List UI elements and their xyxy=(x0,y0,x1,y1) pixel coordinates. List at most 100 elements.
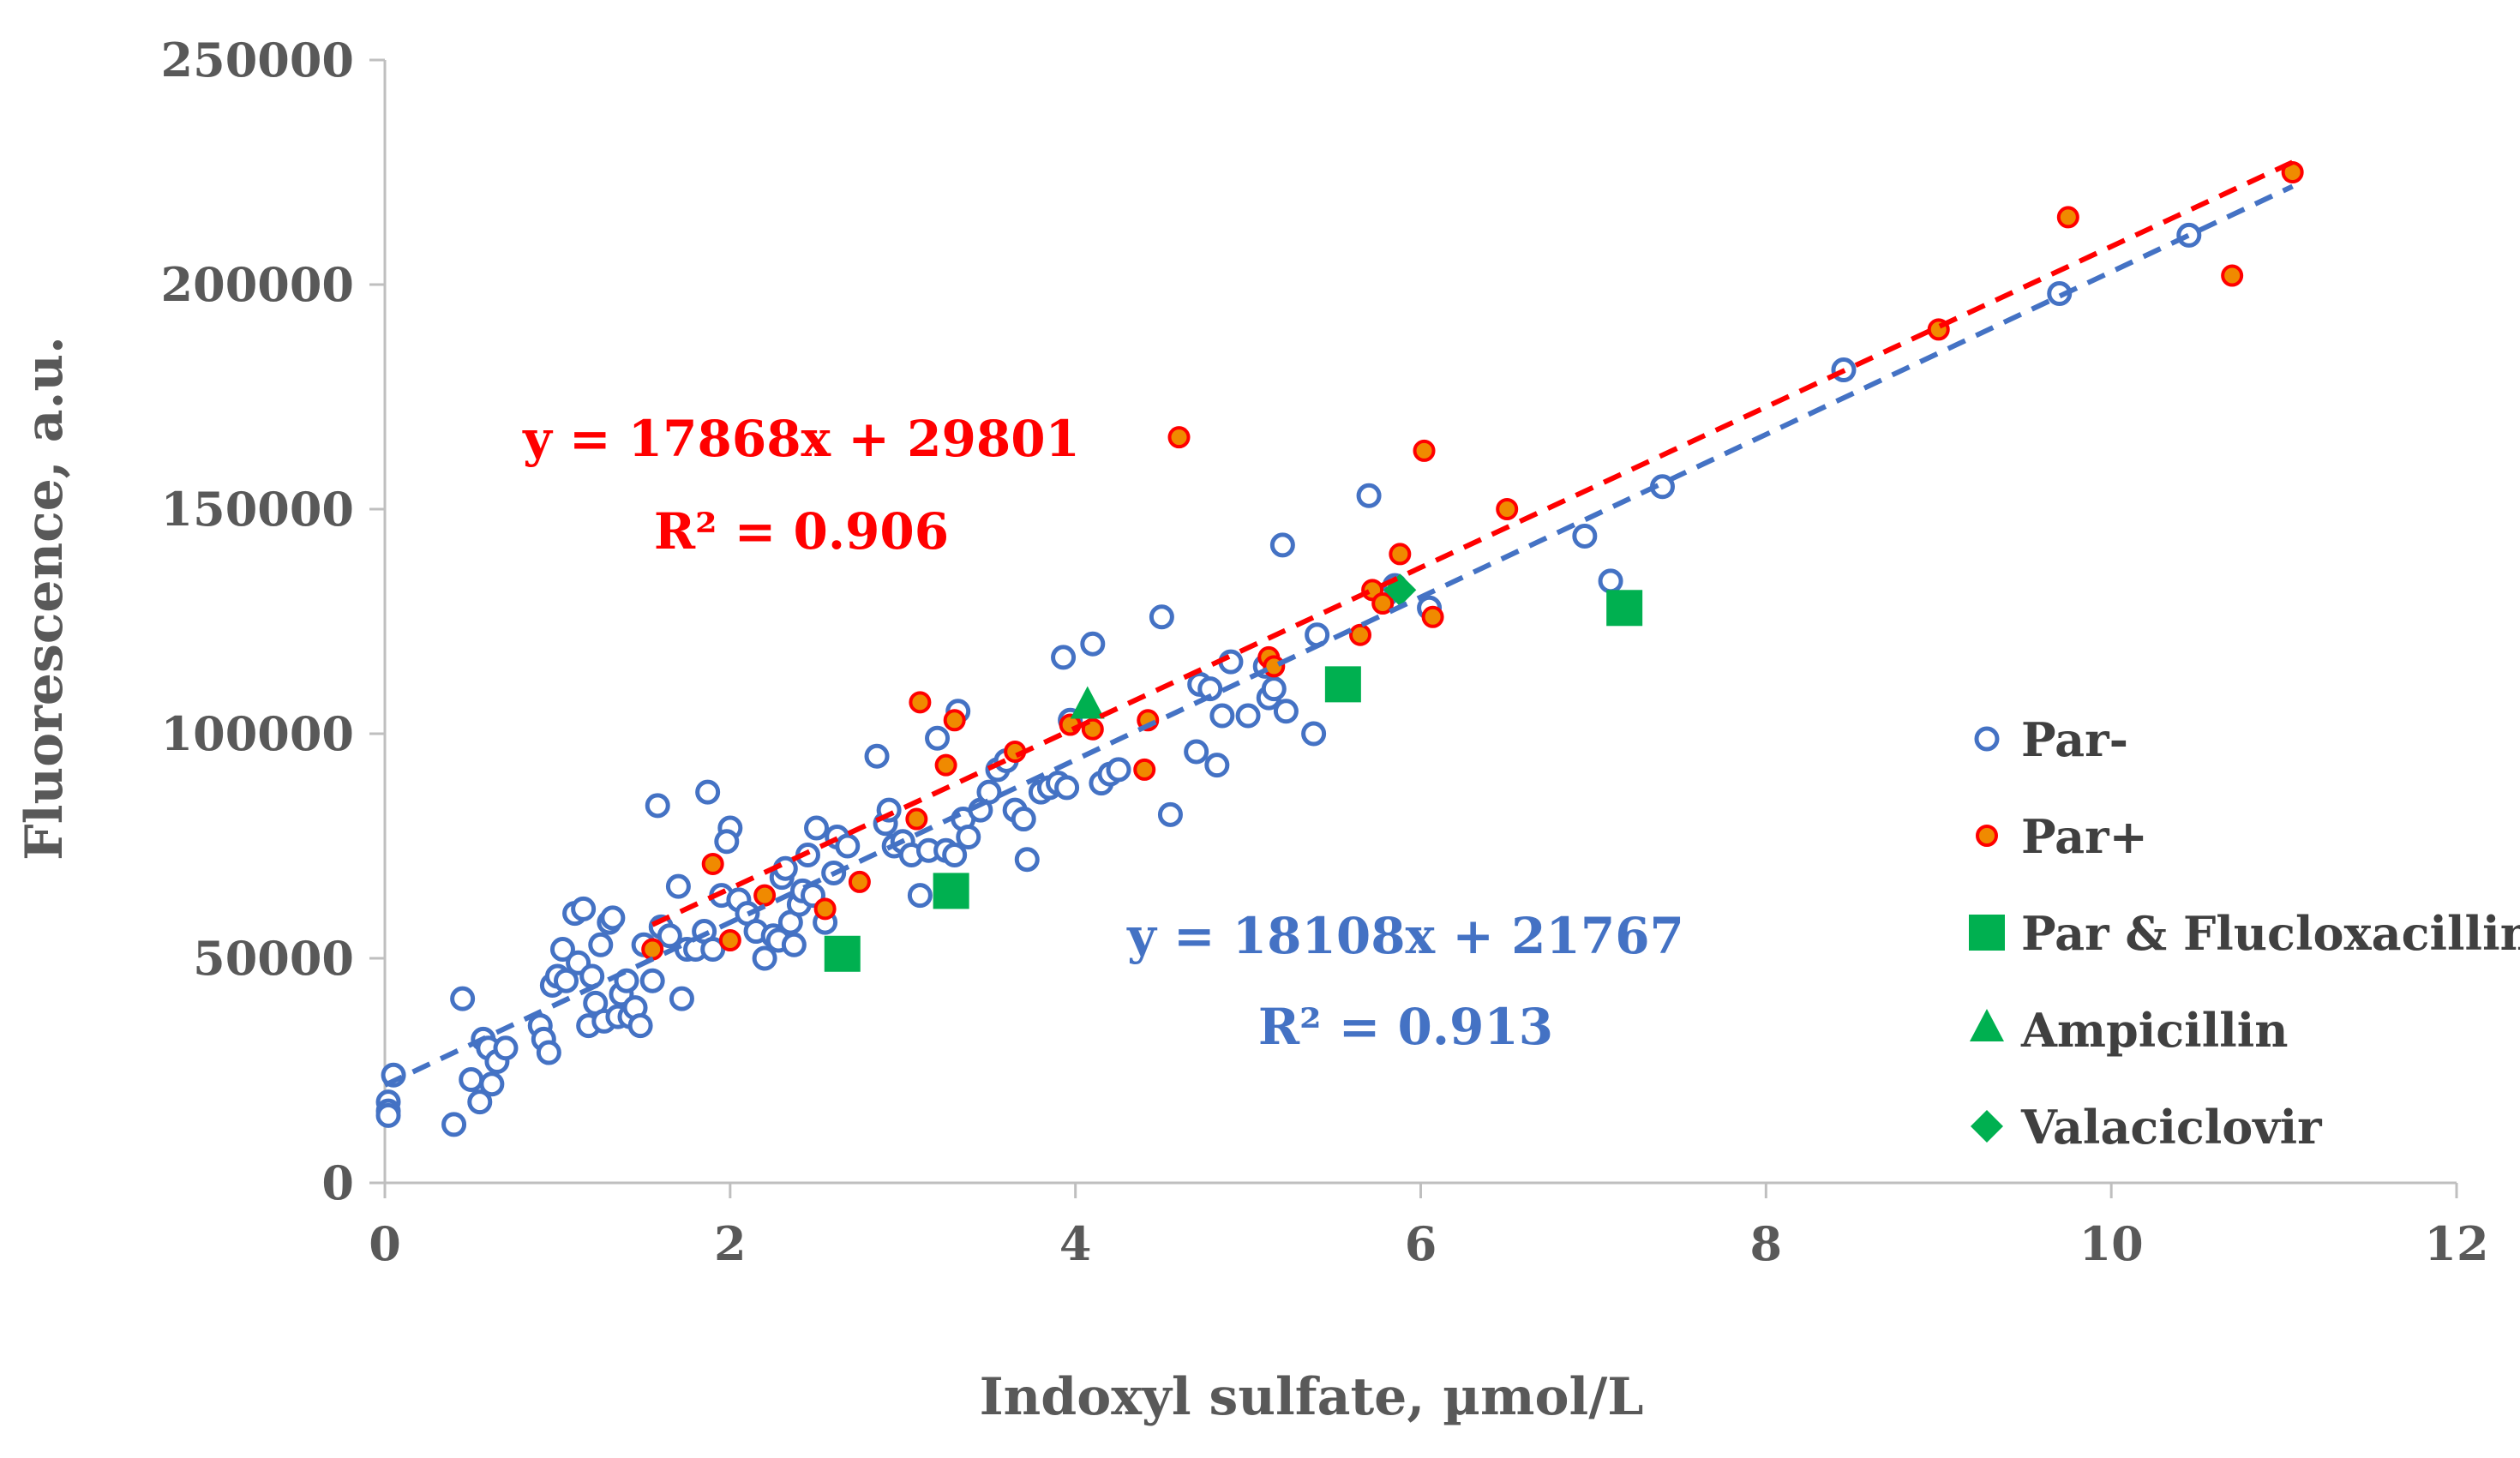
data-point xyxy=(641,938,664,961)
data-point xyxy=(2056,206,2079,229)
legend-marker xyxy=(1971,1110,2003,1143)
legend-label: Valaciclovir xyxy=(2020,1100,2322,1155)
legend-item-par-flucloxacillin: Par & Flucloxacillin xyxy=(1969,906,2520,961)
data-point xyxy=(1305,622,1330,648)
data-point xyxy=(1209,703,1235,729)
data-point xyxy=(701,852,724,875)
legend-label: Par+ xyxy=(2021,809,2148,864)
legend-marker xyxy=(1974,726,2000,752)
data-point xyxy=(907,883,933,909)
x-tick-label: 2 xyxy=(714,1216,747,1271)
data-point xyxy=(942,842,968,867)
data-point xyxy=(479,1071,505,1097)
data-point xyxy=(1269,532,1295,558)
data-point xyxy=(459,1066,484,1092)
data-point xyxy=(1263,655,1286,678)
data-point xyxy=(1598,568,1623,594)
data-point xyxy=(588,932,614,957)
data-point xyxy=(645,793,670,819)
data-point xyxy=(934,753,957,777)
data-point xyxy=(925,725,951,751)
x-tick-label: 8 xyxy=(1750,1216,1783,1271)
data-point xyxy=(669,986,694,1011)
data-point xyxy=(714,829,740,855)
y-tick-label: 50000 xyxy=(193,931,354,986)
data-point xyxy=(718,929,741,952)
data-point xyxy=(700,937,726,963)
data-point xyxy=(1106,757,1131,783)
data-point xyxy=(1301,721,1327,747)
x-tick-label: 10 xyxy=(2079,1216,2144,1271)
data-point xyxy=(1324,666,1361,703)
data-point xyxy=(657,923,682,949)
data-point xyxy=(1235,703,1261,729)
y-tick-label: 250000 xyxy=(161,33,354,87)
x-tick-label: 0 xyxy=(369,1216,401,1271)
x-tick-label: 4 xyxy=(1059,1216,1092,1271)
x-tick-label: 12 xyxy=(2424,1216,2488,1271)
data-point xyxy=(1273,699,1299,724)
data-point xyxy=(864,743,890,769)
data-point xyxy=(1261,676,1287,702)
data-point xyxy=(1371,592,1395,615)
data-point xyxy=(627,1013,653,1039)
data-point xyxy=(976,779,1002,805)
data-point xyxy=(553,968,579,993)
data-point xyxy=(1080,631,1106,657)
data-point xyxy=(1389,543,1412,566)
par-minus-r2: R² = 0.913 xyxy=(1258,998,1553,1056)
data-point xyxy=(549,937,575,963)
data-point xyxy=(2176,222,2202,248)
data-point xyxy=(600,905,626,931)
series-par-flucloxacillin xyxy=(824,590,1643,972)
data-point xyxy=(2221,264,2244,287)
y-tick-label: 200000 xyxy=(161,257,354,312)
data-point xyxy=(695,779,721,805)
data-point xyxy=(1011,807,1036,832)
data-point xyxy=(1413,439,1436,462)
axes: 0 50000 100000 150000 200000 250000 0 2 4 6 8 10 12 xyxy=(161,33,2489,1271)
data-point xyxy=(813,897,837,921)
legend-label: Par & Flucloxacillin xyxy=(2021,906,2520,961)
data-point xyxy=(441,1112,467,1137)
series-ampicillin xyxy=(1070,686,1105,719)
data-point xyxy=(781,932,807,957)
par-plus-equation: y = 17868x + 29801 xyxy=(522,410,1080,468)
data-point xyxy=(1421,605,1444,628)
legend-marker xyxy=(1969,915,2005,951)
data-point xyxy=(1149,604,1174,630)
data-point xyxy=(804,815,830,841)
legend-item-valaciclovir: Valaciclovir xyxy=(1971,1100,2322,1155)
data-point xyxy=(639,968,665,993)
data-point xyxy=(1606,590,1643,627)
data-point xyxy=(467,1089,493,1115)
legend-item-par: Par- xyxy=(1974,712,2128,767)
data-point xyxy=(665,873,691,899)
y-tick-label: 100000 xyxy=(161,706,354,761)
y-tick-label: 0 xyxy=(321,1155,354,1210)
data-point xyxy=(1204,753,1230,778)
data-point xyxy=(1349,623,1372,646)
data-point xyxy=(933,873,969,909)
data-points xyxy=(375,161,2304,1137)
data-point xyxy=(1014,847,1040,873)
data-point xyxy=(1070,686,1105,719)
data-point xyxy=(1496,498,1519,520)
par-minus-equation: y = 18108x + 21767 xyxy=(1126,907,1684,965)
data-point xyxy=(1167,426,1191,449)
data-point xyxy=(536,1040,561,1065)
data-point xyxy=(1356,483,1382,508)
legend-label: Ampicillin xyxy=(2020,1003,2289,1058)
legend-marker xyxy=(1970,1009,2004,1041)
trendline-par xyxy=(383,183,2294,1088)
data-point xyxy=(1184,739,1209,765)
data-point xyxy=(1054,775,1080,801)
data-point xyxy=(824,935,861,972)
legend: Par- Par+ Par & Flucloxacillin Ampicillin Va… xyxy=(1969,712,2520,1155)
data-point xyxy=(375,1102,401,1128)
data-point xyxy=(835,833,861,859)
data-point xyxy=(909,691,932,714)
y-tick-label: 150000 xyxy=(161,482,354,537)
data-point xyxy=(1157,801,1183,827)
